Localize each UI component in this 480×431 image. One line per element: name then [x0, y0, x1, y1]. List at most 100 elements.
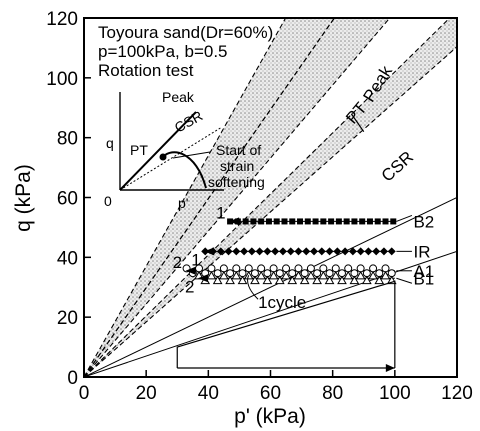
inset-pt-label: PT: [130, 142, 148, 158]
series-ir-point: [294, 247, 303, 256]
series-ir-point: [278, 247, 287, 256]
series-b2-point: [265, 218, 272, 225]
series-b2-label: B2: [413, 212, 434, 231]
series-b1-point: [343, 270, 354, 280]
inset-y-axis-label: q: [106, 135, 114, 151]
inset-origin-label: 0: [104, 193, 112, 209]
series-ir-point: [286, 247, 295, 256]
series-a1-start-label: 2: [173, 253, 182, 272]
y-tick-label: 40: [57, 248, 78, 269]
series-b2-point: [359, 218, 366, 225]
cycle-arrow: [247, 275, 259, 300]
y-tick-label: 20: [57, 308, 78, 329]
envelope-line-csr-2: [84, 46, 457, 377]
series-ir-point: [240, 247, 249, 256]
series-ir-label: IR: [413, 242, 430, 261]
x-tick-label: 0: [79, 383, 90, 404]
series-b1-point: [299, 275, 310, 285]
series-b2-point: [312, 218, 319, 225]
series-a1-point: [250, 269, 259, 278]
test-type-note: Rotation test: [98, 61, 194, 80]
envelope-band-peak: [84, 18, 457, 377]
series-b1-label: B1: [413, 269, 434, 288]
inset-peak-label: Peak: [162, 89, 195, 105]
series-b2-start-label: 1: [216, 203, 225, 222]
series-b1-point: [368, 270, 378, 280]
series-b1-point: [231, 270, 242, 280]
series-a1-point: [207, 264, 216, 273]
series-ir-arrow: [204, 247, 215, 256]
series-b2-point: [242, 218, 249, 225]
series-ir-point: [379, 247, 388, 256]
series-a1-point: [257, 264, 266, 273]
inset-peak-line: [119, 111, 197, 191]
envelope-line-csr-1: [84, 18, 451, 377]
series-ir-point: [224, 247, 233, 256]
series-b1-point: [256, 270, 267, 280]
series-b1-point: [337, 275, 347, 285]
series-b2-point: [366, 218, 373, 225]
material-note: Toyoura sand(Dr=60%): [98, 23, 273, 42]
series-ir-point: [333, 247, 342, 256]
x-axis-label: p' (kPa): [234, 405, 306, 428]
inset-strain-label: strain: [220, 158, 254, 174]
series-b1-point: [287, 275, 298, 285]
series-ir-point: [356, 247, 365, 256]
y-tick-label: 0: [67, 368, 78, 389]
series-a1-point: [375, 269, 384, 278]
inset-x-axis-label: p': [178, 195, 188, 211]
y-tick-label: 100: [46, 69, 78, 90]
series-b1-point: [281, 270, 291, 280]
series-b2-point: [328, 218, 335, 225]
series-a1-point: [244, 264, 253, 273]
series-b1-point: [206, 270, 217, 280]
inset-pt-point: [159, 153, 167, 161]
series-a1-point: [350, 269, 359, 278]
x-tick-label: 20: [136, 383, 157, 404]
inset-softening-curve: [162, 151, 207, 189]
series-ir-point: [255, 247, 264, 256]
series-a1-point: [213, 269, 222, 278]
series-b1-start-label: 2: [185, 277, 194, 296]
series-b2-point: [320, 218, 327, 225]
condition-note: p=100kPa, b=0.5: [98, 42, 228, 61]
series-b1-point: [268, 270, 279, 280]
series-b2-point: [258, 218, 265, 225]
series-b2-point: [343, 218, 350, 225]
envelope-line-peak-1: [84, 18, 287, 377]
series-b1-point: [225, 275, 235, 285]
series-b1-point: [349, 275, 360, 285]
series-b1-point: [237, 275, 248, 285]
envelope-line-pt-1: [84, 18, 335, 377]
series-ir-point: [364, 247, 373, 256]
series-a1-point: [269, 264, 278, 273]
series-b1-point: [262, 275, 273, 285]
y-tick-label: 80: [57, 129, 78, 150]
series-a1-point: [313, 269, 322, 278]
series-b2-point: [289, 218, 296, 225]
series-ir-point: [302, 247, 311, 256]
series-b2-point: [382, 218, 389, 225]
envelope-band-csr: [84, 18, 457, 377]
series-b1-point: [250, 275, 260, 285]
series-a1-point: [369, 264, 378, 273]
series-ir-point: [348, 247, 357, 256]
series-a1-label: A1: [413, 262, 434, 281]
series-b1-leader: [396, 277, 413, 284]
series-a1-point: [294, 264, 303, 273]
series-b2-point: [335, 218, 342, 225]
series-b2-point: [297, 218, 304, 225]
series-a1-point: [325, 269, 334, 278]
series-b2-point: [390, 218, 397, 225]
series-b2-point: [351, 218, 358, 225]
series-b1-point: [318, 270, 329, 280]
series-b1-point: [374, 275, 385, 285]
series-a1-point: [319, 264, 328, 273]
series-a1-point: [232, 264, 241, 273]
y-tick-label: 60: [57, 189, 78, 210]
series-ir-point: [372, 247, 381, 256]
series-ir-point: [247, 247, 256, 256]
series-ir-point: [216, 247, 225, 256]
series-a1-point: [381, 264, 390, 273]
envelope-line-pt-2: [84, 18, 391, 377]
